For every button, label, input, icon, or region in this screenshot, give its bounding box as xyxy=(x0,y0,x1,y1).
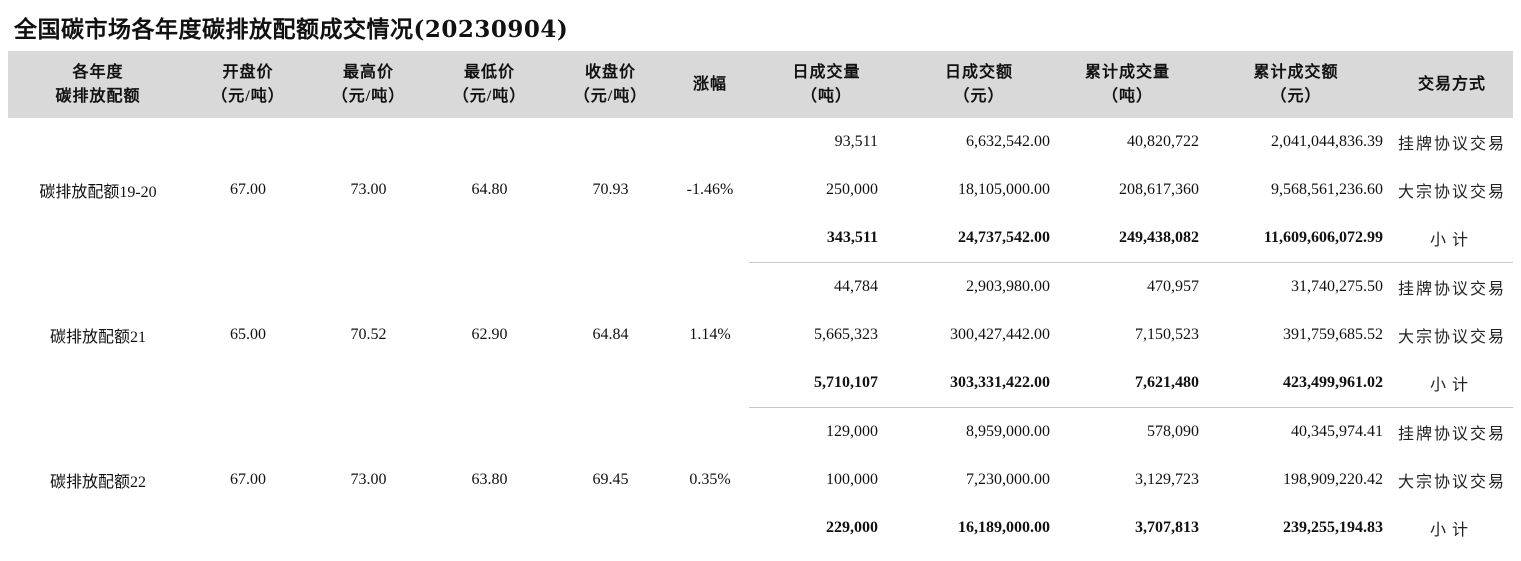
table-row: 250,000 18,105,000.00 208,617,360 9,568,… xyxy=(8,166,1513,214)
allowance-name-cell: 碳排放配额19-20 xyxy=(39,184,157,202)
daily-amount-cell: 7,230,000.00 xyxy=(966,471,1050,488)
cumulative-amount-subtotal: 239,255,194.83 xyxy=(1283,519,1383,536)
header-daily-volume: 日成交量 （吨） xyxy=(749,51,904,118)
cumulative-volume-subtotal: 7,621,480 xyxy=(1054,359,1201,408)
close-price-cell: 64.84 xyxy=(592,326,629,343)
table-row: 5,665,323 300,427,442.00 7,150,523 391,7… xyxy=(8,311,1513,359)
cumulative-amount-cell: 31,740,275.50 xyxy=(1291,278,1383,295)
open-price-cell: 67.00 xyxy=(230,181,266,199)
daily-volume-cell: 44,784 xyxy=(834,278,878,295)
change-cell: 1.14% xyxy=(689,326,731,343)
trading-mode-cell: 挂牌协议交易 xyxy=(1397,136,1506,153)
cumulative-volume-cell: 578,090 xyxy=(1147,423,1199,440)
high-price-cell: 70.52 xyxy=(350,326,387,343)
allowance-name-cell: 碳排放配额21 xyxy=(49,329,146,346)
daily-amount-cell: 6,632,542.00 xyxy=(966,133,1050,150)
close-price-cell: 70.93 xyxy=(592,181,629,199)
table-header: 各年度 碳排放配额 开盘价 （元/吨） 最高价 （元/吨） 最低价 （元/吨） 收盘价（… xyxy=(8,51,1513,118)
page-title: 全国碳市场各年度碳排放配额成交情况(20230904) xyxy=(14,16,569,43)
cumulative-volume-cell: 470,957 xyxy=(1147,278,1199,295)
header-low-price: 最低价 （元/吨） xyxy=(429,51,550,118)
daily-volume-cell: 93,511 xyxy=(834,133,878,150)
subtotal-label: 小计 xyxy=(1391,359,1513,408)
trading-mode-cell: 挂牌协议交易 xyxy=(1397,426,1506,443)
cumulative-volume-cell: 40,820,722 xyxy=(1127,133,1199,150)
low-price-cell: 62.90 xyxy=(471,326,508,343)
trading-mode-cell: 大宗协议交易 xyxy=(1397,184,1506,201)
close-price-cell: 69.45 xyxy=(592,470,629,488)
daily-volume-subtotal: 343,511 xyxy=(749,214,904,263)
daily-volume-cell: 129,000 xyxy=(826,423,878,440)
header-cumulative-volume: 累计成交量 （吨） xyxy=(1054,51,1201,118)
daily-volume-subtotal: 5,710,107 xyxy=(749,359,904,408)
allowance-name-cell: 碳排放配额22 xyxy=(49,473,146,491)
subtotal-label: 小计 xyxy=(1391,214,1513,263)
cumulative-amount-cell: 9,568,561,236.60 xyxy=(1271,181,1383,198)
subtotal-row: 229,000 16,189,000.00 3,707,813 239,255,… xyxy=(8,504,1513,552)
header-close-price: 收盘价 （元/吨） xyxy=(550,51,671,118)
daily-volume-cell: 5,665,323 xyxy=(814,326,878,343)
cumulative-amount-subtotal: 11,609,606,072.99 xyxy=(1201,214,1391,263)
high-price-cell: 73.00 xyxy=(350,181,387,199)
cumulative-volume-subtotal: 3,707,813 xyxy=(1135,519,1199,536)
daily-amount-subtotal: 24,737,542.00 xyxy=(904,214,1054,263)
table-row: 碳排放配额21 65.00 70.52 62.90 64.84 1.14% 44… xyxy=(8,263,1513,346)
header-row: 各年度 碳排放配额 开盘价 （元/吨） 最高价 （元/吨） 最低价 （元/吨） 收盘价（… xyxy=(8,51,1513,118)
cumulative-volume-cell: 208,617,360 xyxy=(1119,181,1199,198)
daily-volume-cell: 250,000 xyxy=(826,181,878,198)
table-row: 碳排放配额22 67.00 73.00 63.80 69.45 0.35% 12… xyxy=(8,408,1513,491)
change-cell: 0.35% xyxy=(689,470,731,488)
trading-mode-cell: 挂牌协议交易 xyxy=(1397,281,1506,298)
header-allowance-year: 各年度 碳排放配额 xyxy=(8,51,188,118)
header-change: 涨幅 xyxy=(671,51,749,118)
cumulative-amount-cell: 391,759,685.52 xyxy=(1283,326,1383,343)
trading-mode-cell: 大宗协议交易 xyxy=(1397,329,1506,346)
daily-amount-cell: 300,427,442.00 xyxy=(950,326,1050,343)
header-open-price: 开盘价 （元/吨） xyxy=(188,51,308,118)
daily-volume-cell: 100,000 xyxy=(826,471,878,488)
daily-amount-cell: 2,903,980.00 xyxy=(966,278,1050,295)
table-row: 100,000 7,230,000.00 3,129,723 198,909,2… xyxy=(8,456,1513,504)
daily-volume-subtotal: 229,000 xyxy=(826,519,878,536)
low-price-cell: 63.80 xyxy=(471,470,508,488)
daily-amount-subtotal: 16,189,000.00 xyxy=(958,519,1050,536)
cumulative-volume-subtotal: 249,438,082 xyxy=(1054,214,1201,263)
open-price-cell: 67.00 xyxy=(230,470,266,488)
daily-amount-cell: 8,959,000.00 xyxy=(966,423,1050,440)
subtotal-row: 343,511 24,737,542.00 249,438,082 11,609… xyxy=(8,214,1513,263)
table-row: 碳排放配额19-20 67.00 73.00 64.80 70.93 -1.46… xyxy=(8,118,1513,201)
table-body: 碳排放配额19-20 67.00 73.00 64.80 70.93 -1.46… xyxy=(8,118,1513,552)
carbon-trading-table: 各年度 碳排放配额 开盘价 （元/吨） 最高价 （元/吨） 最低价 （元/吨） 收盘价（… xyxy=(8,51,1513,552)
header-high-price: 最高价 （元/吨） xyxy=(308,51,429,118)
cumulative-amount-cell: 198,909,220.42 xyxy=(1283,471,1383,488)
trading-mode-cell: 大宗协议交易 xyxy=(1397,474,1506,491)
cumulative-volume-cell: 3,129,723 xyxy=(1135,471,1199,488)
daily-amount-subtotal: 303,331,422.00 xyxy=(904,359,1054,408)
header-trading-mode: 交易方式 xyxy=(1391,51,1513,118)
cumulative-volume-cell: 7,150,523 xyxy=(1135,326,1199,343)
header-daily-amount: 日成交额 （元） xyxy=(904,51,1054,118)
daily-amount-cell: 18,105,000.00 xyxy=(958,181,1050,198)
open-price-cell: 65.00 xyxy=(230,326,266,343)
cumulative-amount-cell: 40,345,974.41 xyxy=(1291,423,1383,440)
low-price-cell: 64.80 xyxy=(471,181,508,199)
change-cell: -1.46% xyxy=(686,181,734,199)
high-price-cell: 73.00 xyxy=(350,470,387,488)
cumulative-amount-subtotal: 423,499,961.02 xyxy=(1201,359,1391,408)
cumulative-amount-cell: 2,041,044,836.39 xyxy=(1271,133,1383,150)
header-cumulative-amount: 累计成交额 （元） xyxy=(1201,51,1391,118)
subtotal-row: 5,710,107 303,331,422.00 7,621,480 423,4… xyxy=(8,359,1513,408)
subtotal-label: 小计 xyxy=(1429,522,1474,539)
